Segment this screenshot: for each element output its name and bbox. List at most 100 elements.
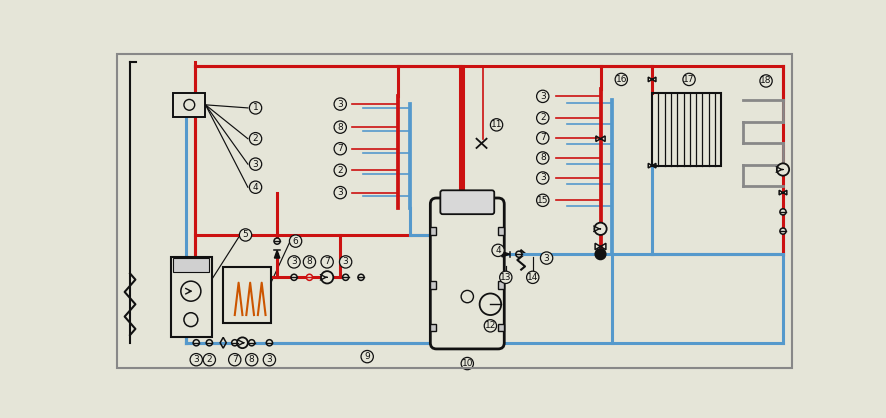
Text: 5: 5 [243, 230, 248, 240]
Bar [173, 258, 209, 272]
Circle shape [339, 256, 352, 268]
Text: 16: 16 [615, 75, 626, 84]
Circle shape [203, 354, 215, 366]
Text: 8: 8 [307, 257, 312, 266]
Circle shape [334, 186, 346, 199]
Text: 7: 7 [231, 355, 237, 364]
Text: 3: 3 [540, 173, 545, 183]
Text: 4: 4 [253, 183, 258, 192]
Bar [430, 324, 436, 331]
Bar [430, 281, 436, 289]
Circle shape [190, 354, 202, 366]
Text: 7: 7 [540, 133, 545, 143]
Circle shape [193, 340, 199, 346]
Text: 7: 7 [337, 144, 343, 153]
Circle shape [183, 99, 195, 110]
Polygon shape [501, 252, 509, 257]
Bar [651, 92, 720, 166]
Circle shape [289, 235, 301, 247]
Circle shape [229, 354, 241, 366]
Circle shape [321, 271, 333, 283]
Circle shape [321, 256, 333, 268]
Text: 3: 3 [193, 355, 198, 364]
Circle shape [361, 350, 373, 363]
Circle shape [274, 238, 280, 244]
Text: 7: 7 [324, 257, 330, 266]
Text: 2: 2 [206, 355, 212, 364]
Text: 3: 3 [337, 188, 343, 197]
Circle shape [776, 163, 789, 176]
Circle shape [490, 119, 502, 131]
Text: 3: 3 [337, 99, 343, 109]
Circle shape [536, 194, 548, 206]
Circle shape [237, 337, 247, 348]
Circle shape [540, 252, 552, 264]
Circle shape [358, 274, 363, 280]
Circle shape [303, 256, 315, 268]
Text: 18: 18 [759, 76, 771, 85]
Bar [498, 281, 503, 289]
Text: 8: 8 [337, 122, 343, 132]
Bar [430, 227, 436, 235]
Text: 3: 3 [540, 92, 545, 101]
Text: 9: 9 [364, 352, 369, 361]
Text: 11: 11 [490, 120, 501, 129]
Text: 3: 3 [342, 257, 348, 266]
Circle shape [334, 98, 346, 110]
Circle shape [183, 313, 198, 326]
Text: 12: 12 [484, 321, 495, 330]
Circle shape [682, 73, 695, 86]
Text: 6: 6 [292, 237, 298, 246]
Bar [498, 324, 503, 331]
Circle shape [516, 251, 521, 257]
Bar [171, 257, 212, 337]
Text: 3: 3 [543, 254, 548, 263]
Circle shape [536, 132, 548, 144]
FancyBboxPatch shape [439, 190, 494, 214]
Text: 15: 15 [536, 196, 548, 205]
Circle shape [263, 354, 276, 366]
Text: 1: 1 [253, 103, 258, 112]
Circle shape [536, 152, 548, 164]
Circle shape [288, 256, 299, 268]
Text: 13: 13 [500, 273, 511, 282]
Circle shape [334, 143, 346, 155]
Circle shape [779, 228, 785, 234]
Circle shape [484, 320, 496, 332]
Circle shape [479, 293, 501, 315]
Circle shape [342, 274, 348, 280]
Circle shape [499, 271, 511, 283]
Circle shape [594, 223, 606, 235]
Circle shape [492, 244, 503, 257]
Circle shape [779, 209, 785, 215]
Text: 8: 8 [249, 355, 254, 364]
Circle shape [249, 102, 261, 114]
Circle shape [334, 121, 346, 133]
Text: 2: 2 [337, 166, 343, 175]
Circle shape [526, 271, 539, 283]
Circle shape [536, 172, 548, 184]
Circle shape [239, 229, 252, 241]
Circle shape [249, 158, 261, 170]
Circle shape [231, 340, 237, 346]
Circle shape [245, 354, 258, 366]
Text: 8: 8 [540, 153, 545, 163]
Text: 4: 4 [494, 246, 501, 255]
Circle shape [595, 249, 605, 260]
Circle shape [461, 357, 473, 370]
FancyBboxPatch shape [430, 198, 503, 349]
Text: 3: 3 [266, 355, 272, 364]
Circle shape [181, 281, 200, 301]
Circle shape [306, 274, 312, 280]
Circle shape [759, 75, 772, 87]
Circle shape [461, 291, 473, 303]
Circle shape [614, 73, 626, 86]
Circle shape [249, 133, 261, 145]
Text: 14: 14 [526, 273, 538, 282]
Text: 3: 3 [291, 257, 297, 266]
Text: 2: 2 [540, 113, 545, 122]
Text: 10: 10 [461, 359, 472, 368]
Circle shape [291, 274, 297, 280]
Circle shape [249, 181, 261, 194]
Circle shape [206, 340, 212, 346]
